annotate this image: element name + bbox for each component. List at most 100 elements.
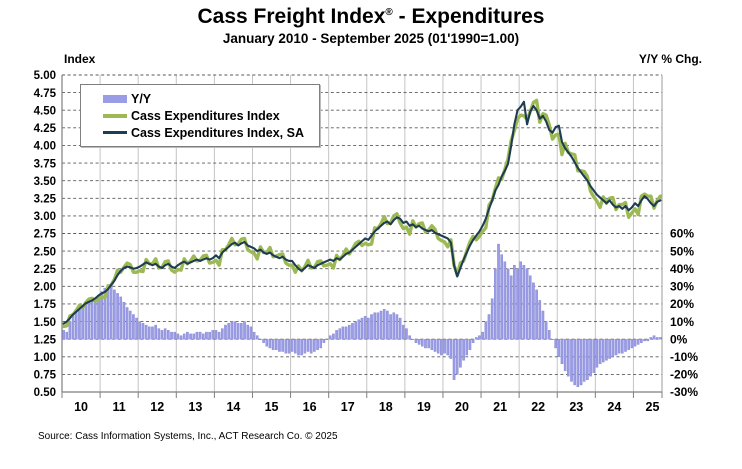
yy-bar [617, 338, 621, 354]
yy-bar [281, 338, 284, 352]
yy-bar [328, 335, 332, 340]
svg-text:40%: 40% [670, 262, 694, 276]
svg-text:1.00: 1.00 [34, 352, 56, 364]
yy-bar [430, 338, 434, 350]
svg-text:4.50: 4.50 [34, 105, 56, 117]
yy-bar [90, 300, 94, 340]
right-axis-labels: 60% 50% 40% 30% 20% 10% 0% -10% -20% -30% [670, 227, 698, 400]
svg-text:14: 14 [226, 400, 240, 414]
yy-bar [541, 310, 545, 340]
yy-bar [192, 333, 196, 340]
yy-bar [103, 287, 107, 340]
yy-bar [367, 317, 370, 340]
yy-bar [509, 275, 513, 340]
yy-bar [287, 338, 291, 354]
yy-bar [170, 331, 173, 340]
yy-bar [401, 324, 405, 340]
yy-bar [392, 312, 396, 340]
yy-bar [179, 335, 183, 340]
yy-bar [436, 338, 440, 354]
yy-bar [424, 338, 427, 349]
yy-bar [592, 338, 596, 373]
yy-bar [598, 338, 602, 365]
legend-item-yy: Y/Y [103, 90, 311, 107]
yy-bar [97, 294, 100, 340]
yy-bar [414, 338, 418, 343]
yy-bar [138, 321, 142, 340]
yy-bar [344, 326, 348, 340]
svg-text:4.25: 4.25 [34, 123, 57, 135]
yy-bar [601, 338, 605, 363]
svg-text:11: 11 [113, 400, 126, 414]
yy-bar [443, 338, 446, 354]
yy-bar [246, 324, 250, 340]
svg-text:-20%: -20% [670, 368, 698, 382]
yy-bar [522, 265, 526, 340]
yy-bar [370, 314, 373, 340]
legend-item-expenditures-index-sa: Cass Expenditures Index, SA [103, 124, 311, 141]
svg-text:2.00: 2.00 [34, 282, 56, 294]
svg-text:25: 25 [646, 400, 660, 414]
yy-bar [173, 331, 177, 340]
svg-text:3.25: 3.25 [34, 193, 57, 205]
yy-bar [243, 321, 246, 340]
yy-bar [582, 338, 586, 382]
yy-bar [506, 268, 510, 340]
navy-line-swatch-icon [103, 131, 127, 134]
svg-text:4.75: 4.75 [34, 88, 57, 100]
svg-text:3.00: 3.00 [34, 211, 56, 223]
yy-bar [176, 333, 180, 340]
yy-bar [513, 265, 516, 340]
registered-trademark-icon: ® [385, 7, 393, 18]
yy-bar [471, 338, 475, 343]
svg-text:18: 18 [379, 400, 393, 414]
yy-bar [535, 289, 538, 340]
yy-bar [659, 337, 662, 340]
yy-bar [503, 261, 507, 340]
yy-bar [252, 331, 256, 340]
yy-bar-swatch-icon [103, 94, 127, 103]
svg-text:21: 21 [493, 400, 507, 414]
yy-bar [433, 338, 437, 352]
yy-bar [573, 338, 576, 386]
yy-bar [655, 337, 659, 340]
yy-bar [516, 268, 519, 340]
yy-bar [382, 309, 386, 340]
yy-bar [519, 261, 523, 340]
yy-bar [332, 333, 335, 340]
yy-bar [449, 338, 453, 359]
yy-bar [316, 338, 319, 350]
yy-bar [462, 338, 465, 361]
plot-border [61, 75, 663, 393]
svg-text:20%: 20% [670, 297, 694, 311]
yy-bar [249, 326, 253, 340]
yy-bar [560, 338, 564, 365]
yy-bar [570, 338, 573, 382]
yy-bar [576, 338, 580, 387]
yy-bar [211, 330, 215, 340]
yy-bar [490, 298, 494, 340]
yy-bar [294, 338, 297, 354]
yy-bar [255, 335, 259, 340]
svg-text:60%: 60% [670, 227, 694, 241]
yy-bar [497, 243, 500, 340]
yy-bar [240, 323, 243, 340]
yy-bar [341, 326, 345, 340]
yy-bar [300, 338, 303, 356]
svg-text:4.00: 4.00 [34, 141, 56, 153]
expenditures-index-sa-line [62, 100, 662, 325]
chart-subtitle: January 2010 - September 2025 (01'1990=1… [222, 31, 520, 46]
yy-bar [186, 331, 189, 340]
yy-bar [74, 312, 78, 340]
source-note: Source: Cass Information Systems, Inc., … [38, 431, 338, 442]
yy-bar [465, 338, 469, 356]
yy-bar [313, 338, 316, 352]
yy-bar [224, 324, 227, 340]
yy-bar [154, 324, 157, 340]
yy-bar [230, 321, 234, 340]
yy-bar [478, 335, 481, 340]
yy-bar [128, 310, 132, 340]
svg-text:10: 10 [74, 400, 88, 414]
yy-bar [652, 335, 656, 340]
